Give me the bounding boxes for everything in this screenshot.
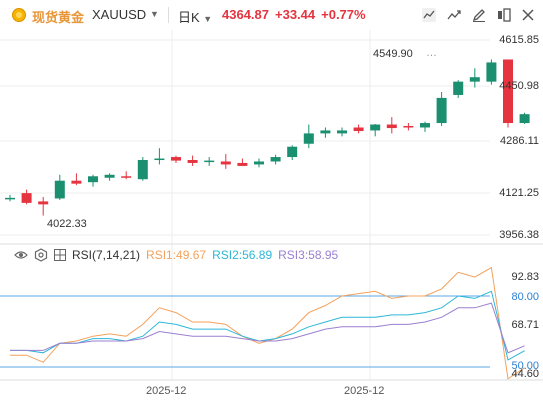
high-annotation: 4549.90: [373, 48, 413, 60]
x-axis-label: 2025-12: [146, 385, 187, 397]
candle-body: [5, 197, 15, 200]
chart-header: 现货黄金 XAUUSD ▼ 日K ▼ 4364.87 +33.44 +0.77%: [0, 0, 543, 30]
candle-body: [38, 201, 49, 205]
eye-icon[interactable]: [14, 248, 28, 262]
candle-body: [303, 133, 314, 144]
gold-coin-icon: [12, 8, 26, 22]
candle-body: [403, 126, 414, 128]
candle-body: [137, 160, 148, 180]
candle-body: [503, 59, 513, 124]
candle-body: [104, 174, 115, 178]
candle-body: [270, 157, 281, 162]
low-annotation: 4022.33: [47, 218, 87, 230]
period-selector[interactable]: 日K ▼: [178, 7, 212, 26]
high-annotation-dots: …: [426, 47, 437, 59]
rsi-axis-label: 50.00: [511, 360, 539, 372]
settings-icon[interactable]: [34, 248, 48, 262]
chevron-down-icon[interactable]: ▼: [150, 9, 159, 19]
rsi-series-line: [10, 302, 525, 354]
price-axis-label: 4121.25: [499, 187, 539, 199]
last-price: 4364.87: [222, 7, 269, 22]
rsi-axis-label: 68.71: [511, 319, 539, 331]
rsi-axis-label: 80.00: [511, 291, 539, 303]
candle-body: [436, 97, 447, 124]
candle-body: [154, 158, 165, 161]
price-axis-label: 3956.38: [499, 229, 539, 241]
price-summary: 4364.87 +33.44 +0.77%: [222, 7, 366, 22]
period-caret-icon: ▼: [203, 14, 213, 24]
price-axis-label: 4450.98: [499, 80, 539, 92]
candle-body: [254, 161, 264, 165]
candle-body: [171, 157, 181, 161]
rsi3-value: RSI3:58.95: [278, 248, 339, 262]
price-change: +33.44: [275, 7, 316, 22]
candle-body: [337, 130, 347, 134]
price-change-pct: +0.77%: [321, 7, 366, 22]
candle-body: [187, 160, 198, 163]
candle-body: [420, 123, 430, 128]
symbol-code[interactable]: XAUUSD: [92, 7, 147, 22]
compare-icon[interactable]: [446, 7, 462, 23]
rsi-header: RSI(7,14,21) RSI1:49.67 RSI2:56.89 RSI3:…: [14, 248, 338, 262]
candle-body: [88, 176, 98, 183]
price-axis-label: 4286.11: [500, 135, 539, 147]
candle-body: [204, 160, 215, 163]
rsi-label: RSI(7,14,21): [72, 248, 141, 262]
rsi-axis-label: 92.83: [511, 271, 539, 283]
candle-body: [519, 114, 530, 124]
candle-body: [220, 161, 231, 165]
x-axis-label: 2025-12: [344, 385, 385, 397]
divider: [168, 7, 169, 23]
rsi-series-line: [10, 290, 525, 361]
candle-body: [71, 180, 82, 184]
rsi-series-line: [10, 266, 525, 380]
candle-body: [386, 124, 397, 129]
candle-body: [54, 180, 65, 199]
candle-body: [370, 124, 381, 131]
candle-body: [121, 176, 132, 178]
candle-body: [486, 62, 497, 82]
candle-body: [469, 77, 480, 82]
rsi2-value: RSI2:56.89: [212, 248, 273, 262]
rsi-axis-label: 44.60: [511, 368, 539, 380]
candle-body: [353, 127, 364, 132]
price-axis-label: 4615.85: [499, 34, 539, 46]
candle-body: [453, 81, 464, 95]
candle-body: [287, 146, 298, 158]
indicator-grid-icon[interactable]: [54, 249, 66, 261]
candle-body: [21, 193, 32, 203]
candle-body: [237, 162, 248, 166]
candle-style-icon[interactable]: [421, 7, 437, 23]
layout-icon[interactable]: [496, 7, 512, 23]
draw-tool-icon[interactable]: [471, 7, 487, 23]
rsi1-value: RSI1:49.67: [146, 248, 207, 262]
candle-body: [320, 130, 331, 134]
symbol-name[interactable]: 现货黄金: [32, 10, 85, 25]
close-icon[interactable]: [520, 7, 536, 23]
period-label: 日K: [178, 10, 200, 25]
